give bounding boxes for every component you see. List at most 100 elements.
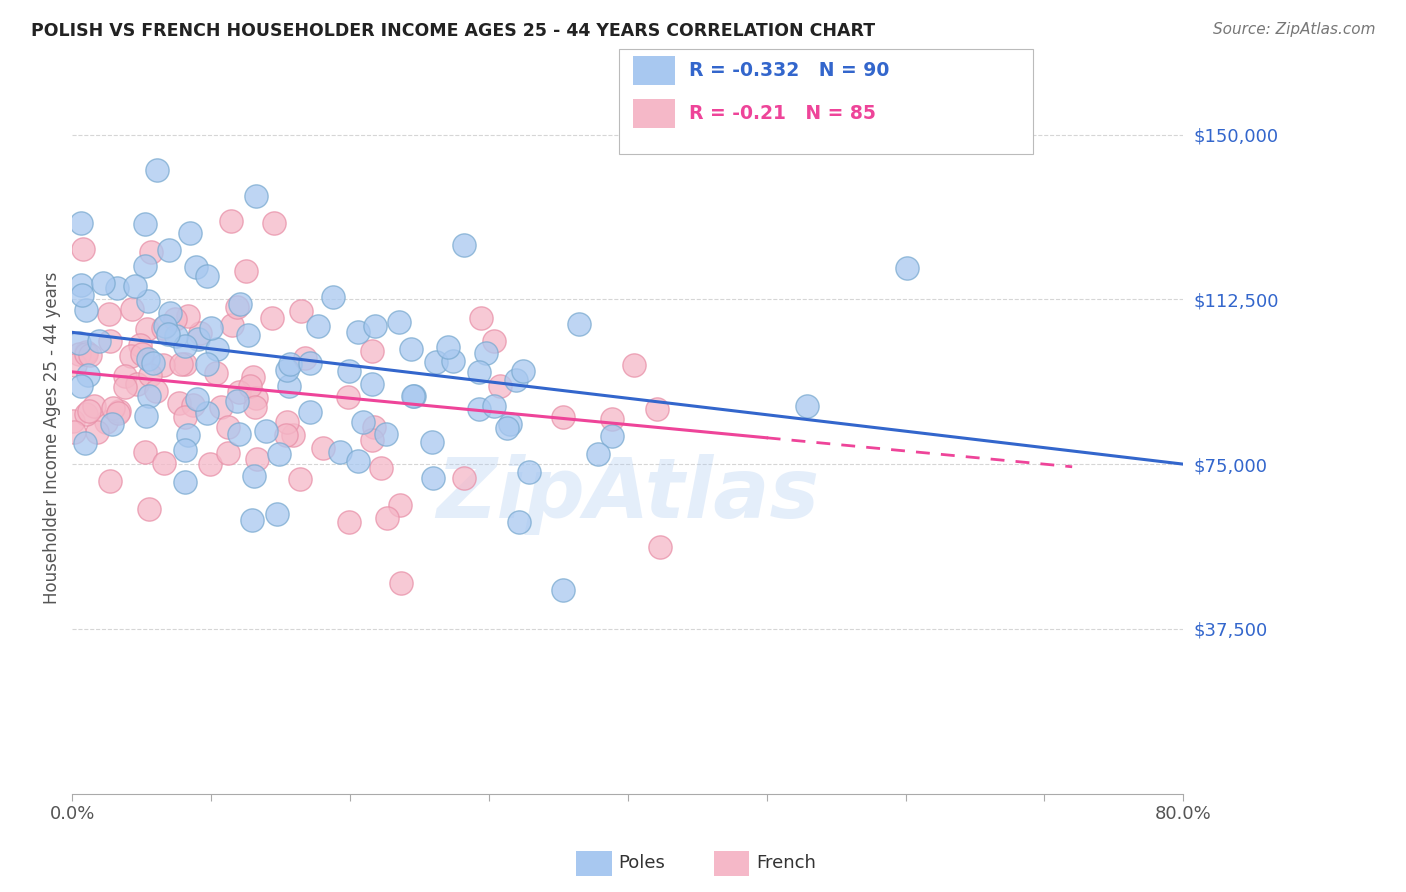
Point <box>361 343 384 358</box>
Point <box>283 427 305 442</box>
Point <box>276 427 298 442</box>
Point <box>254 424 277 438</box>
Point <box>136 322 159 336</box>
Point <box>121 350 143 364</box>
Point <box>86 425 108 439</box>
Point <box>70 288 93 302</box>
Point <box>138 389 160 403</box>
Point <box>337 391 360 405</box>
Point <box>648 541 671 555</box>
Point <box>239 379 262 393</box>
Point <box>312 441 335 455</box>
Point <box>482 399 505 413</box>
Point <box>138 502 160 516</box>
Point <box>177 428 200 442</box>
Point <box>288 472 311 486</box>
Point <box>420 435 443 450</box>
Point <box>221 318 243 333</box>
Point <box>159 306 181 320</box>
Point <box>278 357 301 371</box>
Text: R = -0.332   N = 90: R = -0.332 N = 90 <box>689 61 890 80</box>
Point <box>142 356 165 370</box>
Point <box>277 379 299 393</box>
Point <box>508 515 530 529</box>
Point <box>83 399 105 413</box>
Point <box>179 227 201 241</box>
Point <box>246 451 269 466</box>
Text: Source: ZipAtlas.com: Source: ZipAtlas.com <box>1212 22 1375 37</box>
Point <box>346 325 368 339</box>
Point <box>307 318 329 333</box>
Point <box>294 351 316 366</box>
Point <box>127 376 149 391</box>
Point <box>204 366 226 380</box>
Point <box>389 575 412 590</box>
Point <box>388 498 411 512</box>
Point <box>588 447 610 461</box>
Point <box>240 513 263 527</box>
Point <box>404 389 426 403</box>
Point <box>225 394 247 409</box>
Point <box>377 511 399 525</box>
Point <box>374 426 396 441</box>
Point <box>360 377 382 392</box>
Point <box>73 436 96 450</box>
Point <box>136 294 159 309</box>
Point <box>245 188 267 202</box>
Point <box>146 163 169 178</box>
Point <box>157 327 180 342</box>
Point <box>322 290 344 304</box>
Point <box>209 401 232 415</box>
Point <box>91 276 114 290</box>
Point <box>200 320 222 334</box>
Point <box>152 321 174 335</box>
Point <box>217 445 239 459</box>
Point <box>290 303 312 318</box>
Point <box>399 342 422 356</box>
Point <box>153 457 176 471</box>
Point <box>107 403 129 417</box>
Point <box>600 429 623 443</box>
Point <box>425 355 447 369</box>
Point <box>72 242 94 256</box>
Point <box>388 315 411 329</box>
Point <box>551 583 574 598</box>
Point <box>363 419 385 434</box>
Point <box>186 392 208 406</box>
Point <box>75 407 97 421</box>
Point <box>152 359 174 373</box>
Point <box>75 347 97 361</box>
Point <box>174 357 197 371</box>
Point <box>226 300 249 314</box>
Point <box>188 326 211 340</box>
Point <box>568 317 591 331</box>
Point <box>76 368 98 382</box>
Point <box>100 334 122 348</box>
Point <box>135 409 157 424</box>
Point <box>299 356 322 370</box>
Point <box>219 214 242 228</box>
Point <box>174 409 197 424</box>
Point <box>263 216 285 230</box>
Point <box>70 379 93 393</box>
Point <box>205 342 228 356</box>
Point <box>329 445 352 459</box>
Point <box>496 421 519 435</box>
Point <box>262 310 284 325</box>
Point <box>139 245 162 260</box>
Point <box>474 346 496 360</box>
Point <box>145 384 167 399</box>
Point <box>131 347 153 361</box>
Point <box>229 296 252 310</box>
Point <box>75 302 97 317</box>
Point <box>187 332 209 346</box>
Point <box>243 400 266 414</box>
Point <box>228 426 250 441</box>
Point <box>195 268 218 283</box>
Point <box>63 358 86 372</box>
Point <box>645 402 668 417</box>
Point <box>217 420 239 434</box>
Point <box>167 395 190 409</box>
Point <box>173 475 195 490</box>
Point <box>484 334 506 348</box>
